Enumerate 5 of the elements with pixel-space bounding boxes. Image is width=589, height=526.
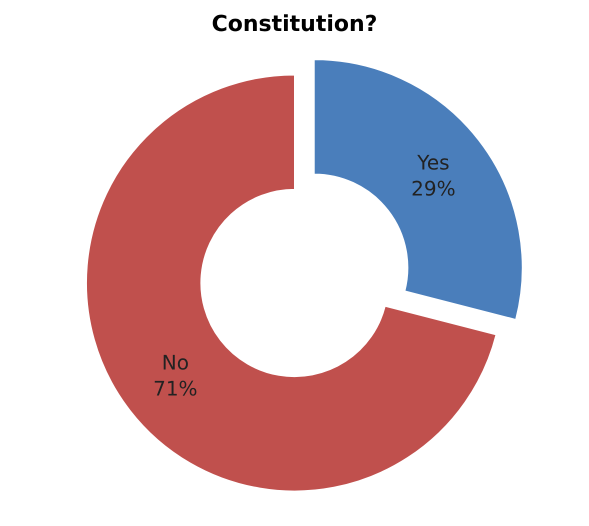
slice-label: No (162, 350, 189, 374)
data-label: 29% (411, 176, 456, 200)
data-label: 71% (153, 376, 198, 400)
slice-label: Yes (416, 150, 450, 174)
chart-title: Constitution? (212, 12, 378, 38)
